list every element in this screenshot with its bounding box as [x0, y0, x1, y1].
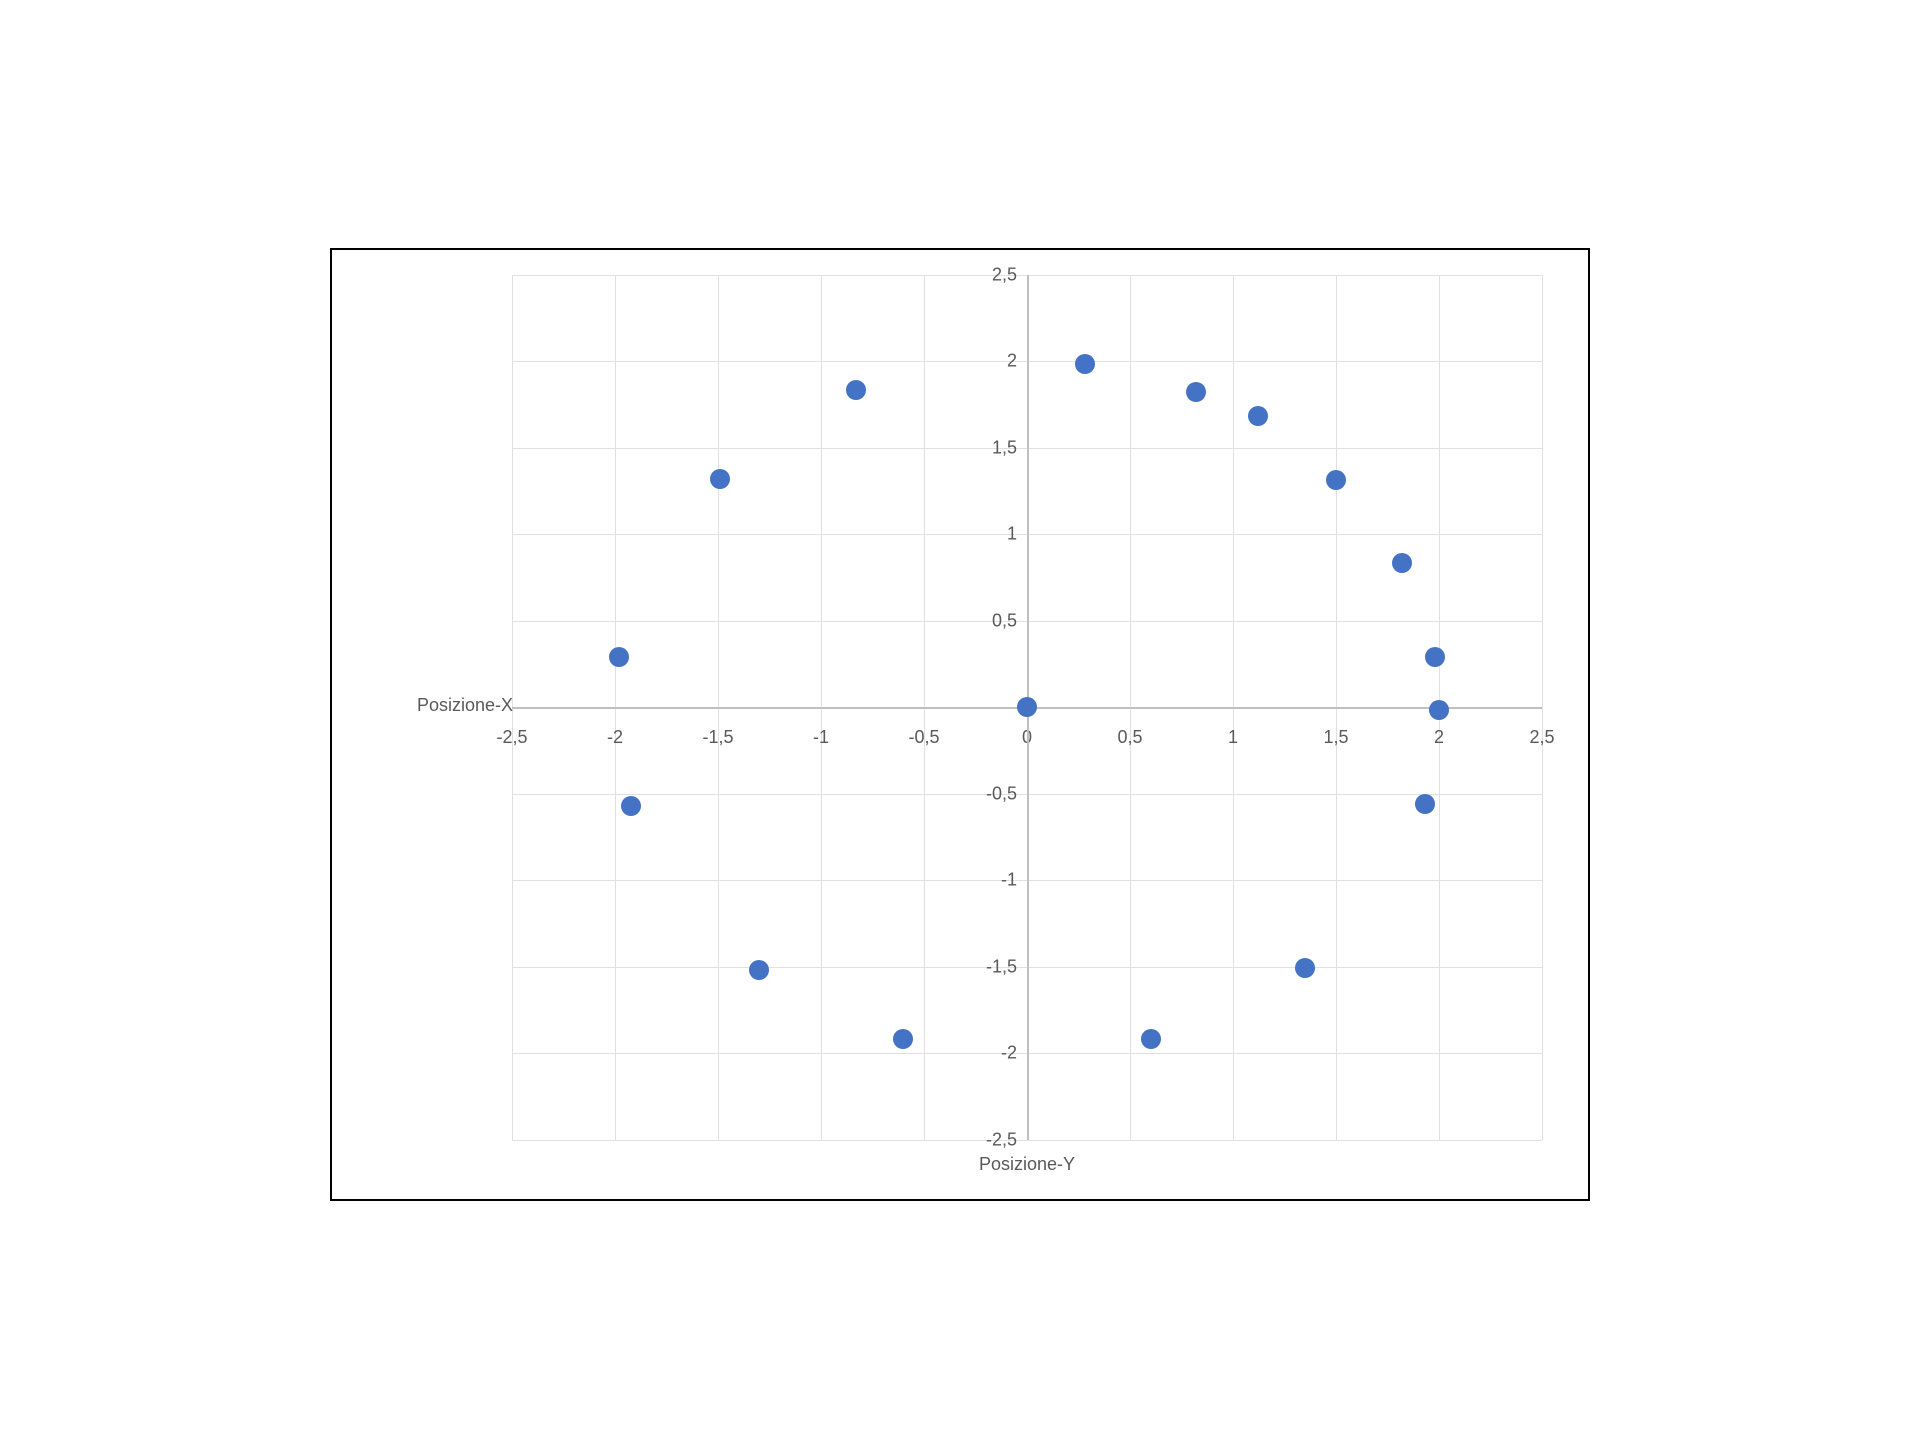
data-point: [1141, 1029, 1161, 1049]
y-tick-label: -1,5: [986, 956, 1017, 977]
y-tick-label: 1: [1007, 524, 1017, 545]
data-point: [1425, 647, 1445, 667]
data-point: [893, 1029, 913, 1049]
x-tick-label: -1,5: [702, 727, 733, 748]
x-tick-label: -0,5: [908, 727, 939, 748]
x-tick-label: 2,5: [1529, 727, 1554, 748]
data-point: [1017, 697, 1037, 717]
data-point: [621, 796, 641, 816]
data-point: [609, 647, 629, 667]
data-point: [1326, 470, 1346, 490]
x-tick-label: -2: [607, 727, 623, 748]
data-point: [1186, 382, 1206, 402]
data-point: [1075, 354, 1095, 374]
y-tick-label: 1,5: [992, 437, 1017, 458]
data-point: [1295, 958, 1315, 978]
data-point: [1415, 794, 1435, 814]
y-tick-label: -0,5: [986, 783, 1017, 804]
y-tick-label: -1: [1001, 870, 1017, 891]
x-tick-label: -2,5: [496, 727, 527, 748]
data-point: [710, 469, 730, 489]
y-tick-label: -2,5: [986, 1129, 1017, 1150]
data-point: [749, 960, 769, 980]
x-tick-label: -1: [813, 727, 829, 748]
data-point: [846, 380, 866, 400]
data-point: [1248, 406, 1268, 426]
y-tick-label: 2: [1007, 351, 1017, 372]
x-tick-label: 1: [1228, 727, 1238, 748]
y-axis-title: Posizione-Y: [979, 1154, 1075, 1175]
y-tick-label: -2: [1001, 1043, 1017, 1064]
x-tick-label: 1,5: [1323, 727, 1348, 748]
gridline-horizontal: [512, 1140, 1542, 1141]
data-point: [1429, 700, 1449, 720]
x-axis-title: Posizione-X: [417, 695, 513, 716]
y-tick-label: 0,5: [992, 610, 1017, 631]
scatter-chart: -2,5-2-1,5-1-0,500,511,522,5-2,5-2-1,5-1…: [330, 248, 1590, 1201]
plot-area: -2,5-2-1,5-1-0,500,511,522,5-2,5-2-1,5-1…: [512, 275, 1542, 1140]
x-tick-label: 2: [1434, 727, 1444, 748]
gridline-vertical: [1542, 275, 1543, 1140]
x-tick-label: 0,5: [1117, 727, 1142, 748]
y-tick-label: 2,5: [992, 264, 1017, 285]
data-point: [1392, 553, 1412, 573]
